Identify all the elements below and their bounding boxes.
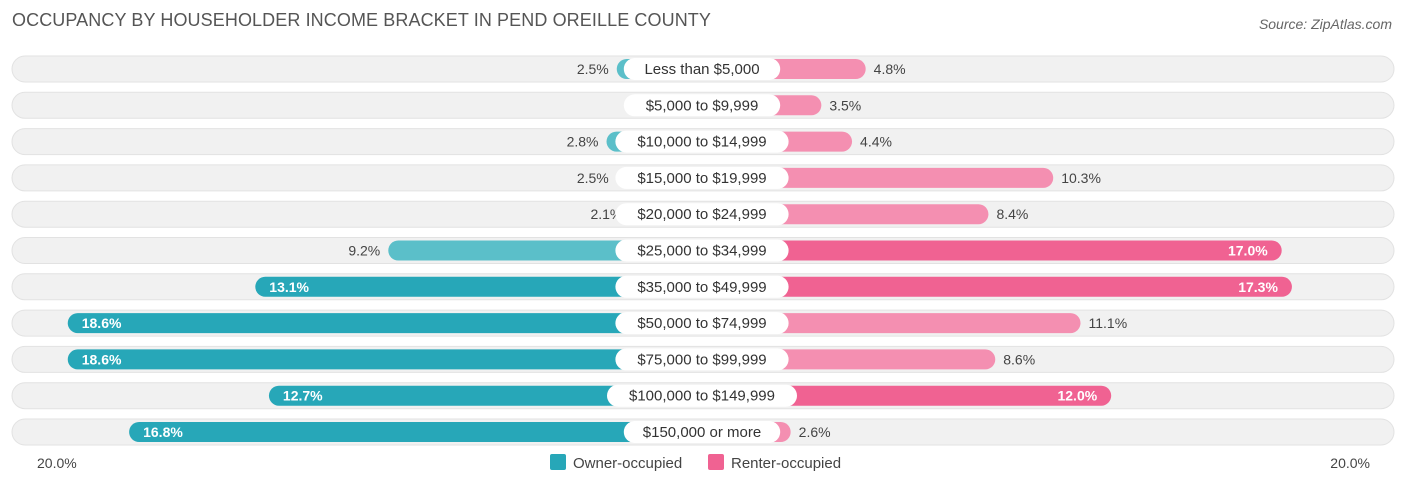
renter-value-label: 4.8% [874, 61, 906, 77]
category-label: $5,000 to $9,999 [646, 97, 759, 114]
owner-value-label: 2.8% [567, 134, 599, 150]
renter-bar [702, 313, 1081, 334]
owner-value-label: 18.6% [82, 351, 122, 367]
owner-value-label: 2.5% [577, 61, 609, 77]
renter-value-label: 10.3% [1061, 170, 1101, 186]
legend-owner-swatch [550, 454, 566, 470]
legend-renter-label: Renter-occupied [731, 455, 841, 472]
owner-bar [67, 313, 703, 334]
owner-bar [268, 385, 702, 406]
category-label: Less than $5,000 [644, 61, 759, 78]
renter-value-label: 3.5% [829, 97, 861, 113]
axis-left-label: 20.0% [37, 455, 77, 471]
renter-bar [702, 240, 1282, 261]
chart-title: OCCUPANCY BY HOUSEHOLDER INCOME BRACKET … [12, 10, 712, 30]
owner-bar [255, 276, 703, 297]
category-pill [615, 239, 789, 262]
renter-value-label: 17.0% [1228, 243, 1268, 259]
owner-value-label: 12.7% [283, 388, 323, 404]
owner-value-label: 13.1% [269, 279, 309, 295]
renter-value-label: 2.6% [799, 424, 831, 440]
category-label: $50,000 to $74,999 [637, 315, 766, 332]
owner-value-label: 2.5% [577, 170, 609, 186]
source-credit: Source: ZipAtlas.com [1258, 16, 1392, 32]
renter-value-label: 11.1% [1089, 315, 1128, 331]
category-label: $10,000 to $14,999 [637, 134, 766, 151]
category-label: $150,000 or more [643, 424, 761, 441]
renter-value-label: 17.3% [1238, 279, 1278, 295]
legend-owner-label: Owner-occupied [573, 455, 682, 472]
renter-bar [702, 276, 1292, 297]
renter-value-label: 12.0% [1057, 388, 1097, 404]
category-label: $35,000 to $49,999 [637, 279, 766, 296]
renter-value-label: 8.4% [996, 206, 1028, 222]
owner-bar [129, 422, 702, 442]
category-label: $75,000 to $99,999 [637, 351, 766, 368]
category-pill [615, 166, 789, 189]
category-pill [615, 130, 789, 153]
category-label: $20,000 to $24,999 [637, 206, 766, 223]
renter-value-label: 4.4% [860, 134, 892, 150]
owner-bar [67, 349, 703, 370]
category-pill [615, 275, 789, 298]
category-pill [623, 58, 781, 80]
owner-value-label: 9.2% [348, 243, 380, 259]
renter-bar [702, 385, 1112, 406]
owner-value-label: 16.8% [143, 424, 183, 440]
category-pill [615, 348, 789, 371]
category-label: $25,000 to $34,999 [637, 243, 766, 260]
owner-value-label: 2.1% [590, 206, 622, 222]
axis-right-label: 20.0% [1330, 455, 1370, 471]
owner-value-label: 18.6% [82, 315, 122, 331]
category-pill [623, 421, 781, 443]
category-pill [615, 203, 789, 226]
renter-value-label: 8.6% [1003, 351, 1035, 367]
category-pill [615, 312, 789, 335]
category-pill [623, 94, 781, 117]
category-label: $15,000 to $19,999 [637, 170, 766, 187]
category-pill [607, 384, 797, 407]
category-label: $100,000 to $149,999 [629, 388, 775, 405]
legend-renter-swatch [708, 454, 724, 470]
renter-bar [702, 167, 1054, 188]
